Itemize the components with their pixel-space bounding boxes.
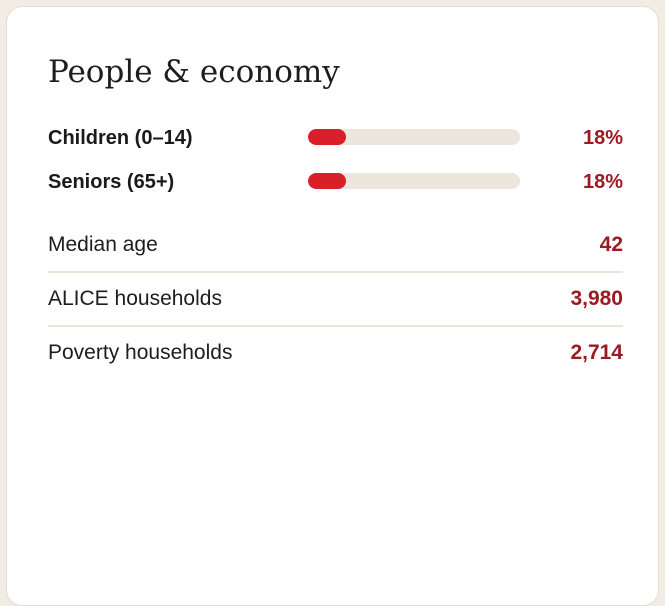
bar-track-seniors [308,173,520,189]
stat-row-median-age: Median age 42 [48,219,623,273]
stat-row-poverty-households: Poverty households 2,714 [48,327,623,381]
bar-fill-seniors [308,173,347,189]
stat-value-median-age: 42 [599,233,623,256]
bar-value-children: 18% [582,127,623,149]
bar-fill-children [308,129,347,145]
bar-row-seniors: Seniors (65+) 18% [48,167,623,197]
people-economy-card: People & economy Children (0–14) 18% Sen… [6,6,659,606]
bar-value-seniors: 18% [582,171,623,193]
stat-label-median-age: Median age [48,233,158,256]
stat-label-poverty-households: Poverty households [48,341,233,364]
stat-list: Median age 42 ALICE households 3,980 Pov… [48,219,623,381]
bar-track-children [308,129,520,145]
bar-label-seniors: Seniors (65+) [48,171,175,193]
bar-row-children: Children (0–14) 18% [48,123,623,153]
stat-value-poverty-households: 2,714 [570,341,623,364]
card-title: People & economy [48,54,340,90]
stat-row-alice-households: ALICE households 3,980 [48,273,623,327]
bar-label-children: Children (0–14) [48,127,193,149]
stat-label-alice-households: ALICE households [48,287,222,310]
stat-value-alice-households: 3,980 [570,287,623,310]
